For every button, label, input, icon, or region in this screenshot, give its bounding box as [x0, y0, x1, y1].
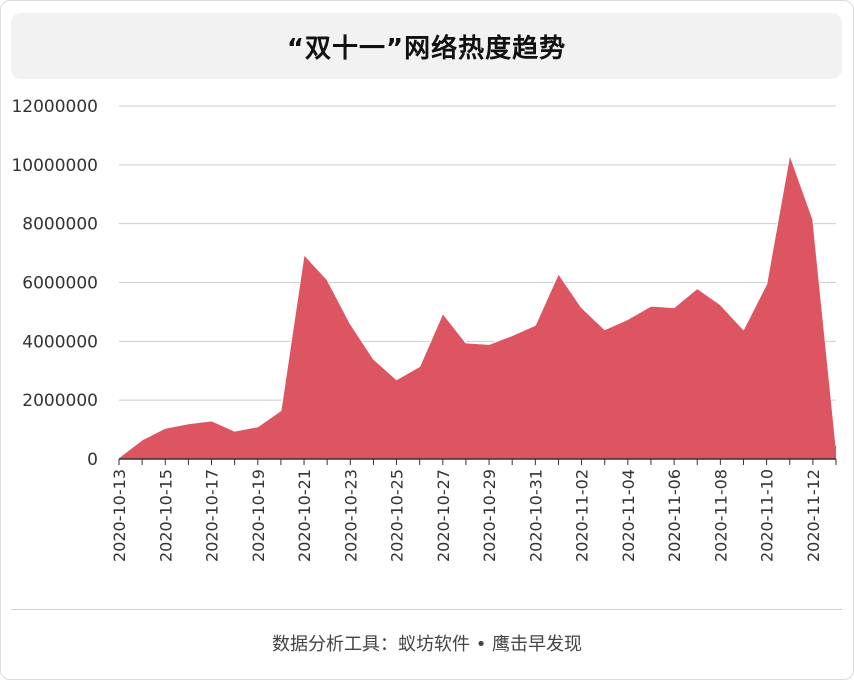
data-point	[603, 328, 606, 331]
data-point	[141, 438, 144, 441]
data-point	[557, 272, 560, 275]
footer-credit: 数据分析工具：蚁坊软件 • 鹰击早发现	[271, 634, 583, 655]
x-tick-label: 2020-11-08	[711, 469, 730, 562]
y-tick-label: 10000000	[11, 156, 98, 176]
x-tick-label: 2020-10-27	[434, 469, 453, 562]
data-point	[210, 419, 213, 422]
data-point	[395, 378, 398, 381]
data-point	[279, 409, 282, 412]
y-tick-label: 6000000	[22, 274, 98, 294]
data-point	[696, 287, 699, 290]
area-series-line	[118, 153, 837, 459]
x-tick-label: 2020-10-29	[480, 469, 499, 562]
y-tick-label: 8000000	[22, 215, 98, 235]
y-tick-label: 2000000	[22, 391, 98, 411]
data-point	[742, 328, 745, 331]
x-tick-label: 2020-11-02	[573, 469, 592, 562]
x-tick-label: 2020-11-06	[665, 469, 684, 562]
footer-divider	[11, 609, 842, 610]
data-point	[187, 422, 190, 425]
area-chart: 0 2000000 4000000 6000000 8000000 10000000 120…	[11, 97, 838, 562]
data-point	[441, 312, 444, 315]
data-point	[811, 218, 814, 221]
data-point	[372, 357, 375, 360]
x-tick-label: 2020-10-19	[249, 469, 268, 562]
x-tick-label: 2020-10-15	[156, 469, 175, 562]
data-point	[673, 306, 676, 309]
data-point	[788, 153, 791, 156]
x-tick-label: 2020-10-21	[295, 469, 314, 562]
area-series	[119, 154, 836, 460]
data-point	[649, 305, 652, 308]
data-point	[719, 303, 722, 306]
y-tick-label: 4000000	[22, 332, 98, 352]
data-point	[534, 324, 537, 327]
y-tick-label: 12000000	[11, 97, 98, 117]
x-tick-label: 2020-10-23	[341, 469, 360, 562]
data-point	[418, 365, 421, 368]
data-point	[835, 444, 838, 447]
title-bar: “双十一”网络热度趋势	[11, 13, 842, 79]
y-tick-label: 0	[87, 450, 98, 470]
data-point	[256, 425, 259, 428]
x-tick-label: 2020-11-04	[619, 469, 638, 562]
x-tick-label: 2020-10-25	[388, 469, 407, 562]
x-tick-label: 2020-11-12	[804, 469, 823, 562]
data-point	[626, 318, 629, 321]
data-point	[164, 427, 167, 430]
x-tick-label: 2020-10-31	[526, 469, 545, 562]
x-tick-label: 2020-10-13	[110, 469, 129, 562]
x-tick-label: 2020-10-17	[203, 469, 222, 562]
data-point	[488, 343, 491, 346]
x-tick-label: 2020-11-10	[758, 469, 777, 562]
data-point	[580, 306, 583, 309]
data-point	[464, 341, 467, 344]
chart-title: “双十一”网络热度趋势	[286, 33, 567, 64]
data-point	[349, 322, 352, 325]
data-point	[326, 278, 329, 281]
data-point	[233, 430, 236, 433]
data-point	[765, 282, 768, 285]
data-point	[511, 334, 514, 337]
data-point	[303, 253, 306, 256]
